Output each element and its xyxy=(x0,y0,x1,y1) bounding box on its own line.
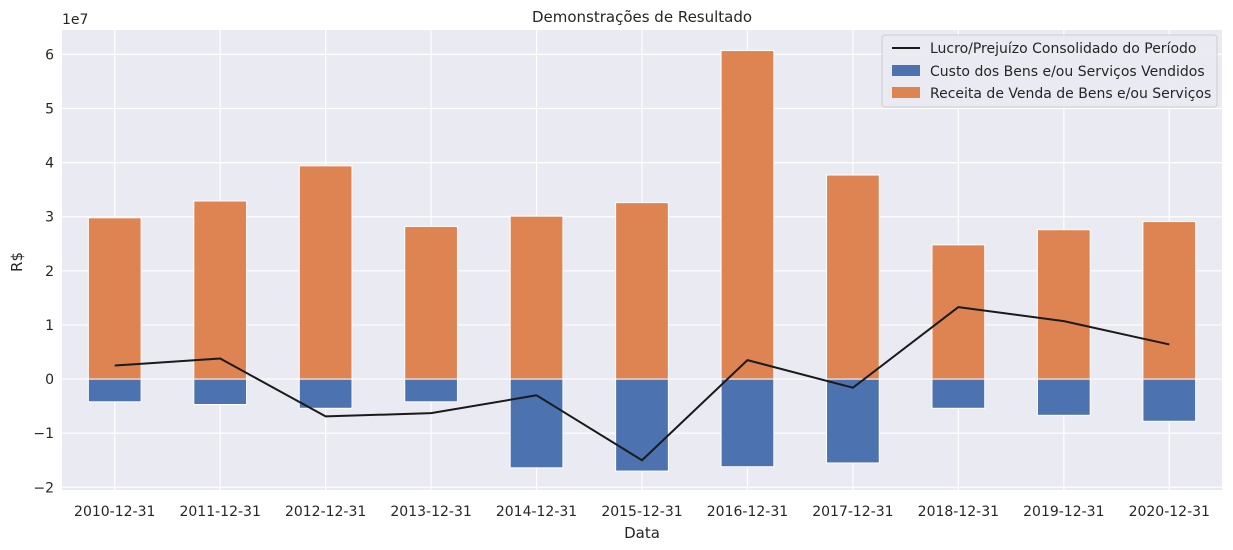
bar xyxy=(298,378,353,409)
y-tick-label: −1 xyxy=(33,426,54,442)
line-series xyxy=(114,306,1170,462)
bar xyxy=(720,378,775,468)
bar xyxy=(615,202,669,380)
bar xyxy=(509,215,564,380)
bar xyxy=(87,378,142,403)
x-tick-label: 2014-12-31 xyxy=(496,504,577,520)
y-tick-label: 2 xyxy=(45,264,54,280)
bar xyxy=(1036,378,1091,416)
y-axis-label: R$ xyxy=(8,252,26,272)
lucro-line xyxy=(114,306,1170,462)
bar xyxy=(720,50,775,380)
bars xyxy=(87,50,1197,472)
y-tick-label: 6 xyxy=(45,47,54,63)
legend-label-custo: Custo dos Bens e/ou Serviços Vendidos xyxy=(930,64,1205,80)
legend-box xyxy=(881,34,1218,108)
legend: Lucro/Prejuízo Consolidado do Período Cu… xyxy=(881,34,1218,108)
y-tick-label: 5 xyxy=(45,101,54,117)
bar xyxy=(298,165,353,380)
bar xyxy=(509,378,564,469)
bar xyxy=(87,217,142,380)
y-tick-label: 4 xyxy=(45,156,54,172)
x-tick-label: 2012-12-31 xyxy=(285,504,366,520)
y-tick-label: 0 xyxy=(45,372,54,388)
bar xyxy=(615,378,669,472)
legend-label-lucro: Lucro/Prejuízo Consolidado do Período xyxy=(930,41,1196,57)
x-tick-label: 2016-12-31 xyxy=(707,504,788,520)
bar xyxy=(1036,229,1091,380)
bar xyxy=(193,378,248,405)
x-tick-label: 2017-12-31 xyxy=(812,504,893,520)
x-tick-label: 2019-12-31 xyxy=(1023,504,1104,520)
y-scale-label: 1e7 xyxy=(62,12,88,28)
bar xyxy=(404,378,458,403)
y-tick-label: −2 xyxy=(33,480,54,496)
bar xyxy=(1142,378,1197,422)
x-axis-label: Data xyxy=(624,524,660,542)
y-tick-label: 1 xyxy=(45,318,54,334)
x-tick-label: 2020-12-31 xyxy=(1129,504,1210,520)
bar xyxy=(404,225,458,380)
bar xyxy=(826,378,880,464)
y-tick-label: 3 xyxy=(45,210,54,226)
x-tick-label: 2013-12-31 xyxy=(390,504,471,520)
legend-swatch-receita xyxy=(892,87,920,98)
x-tick-labels: 2010-12-31 2011-12-31 2012-12-31 2013-12-31… xyxy=(74,504,1210,520)
y-tick-labels: −2 −1 0 1 2 3 4 5 6 xyxy=(33,47,54,496)
legend-label-receita: Receita de Venda de Bens e/ou Serviços xyxy=(930,86,1211,102)
x-tick-label: 2018-12-31 xyxy=(918,504,999,520)
x-tick-label: 2011-12-31 xyxy=(179,504,260,520)
x-tick-label: 2010-12-31 xyxy=(74,504,155,520)
chart-title: Demonstrações de Resultado xyxy=(532,8,752,26)
bar xyxy=(931,244,986,380)
legend-swatch-custo xyxy=(892,65,920,76)
bar xyxy=(193,200,248,380)
bar xyxy=(931,378,986,409)
x-tick-label: 2015-12-31 xyxy=(601,504,682,520)
bar xyxy=(1142,221,1197,380)
bar xyxy=(826,174,880,380)
